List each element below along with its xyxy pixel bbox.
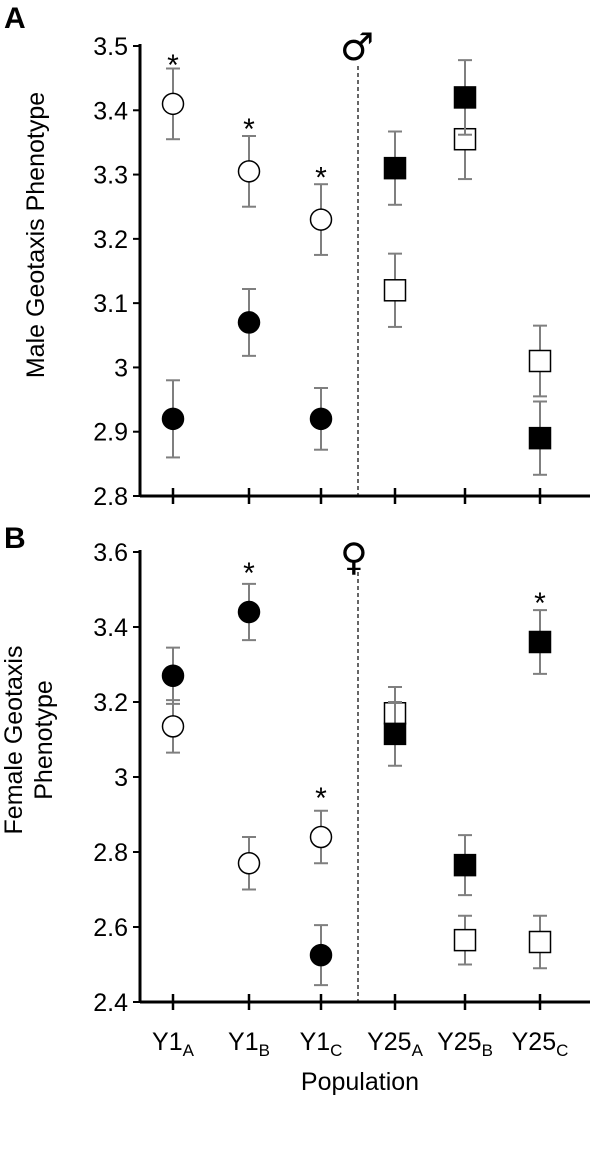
square-marker [453, 86, 477, 109]
y-tick-label: 3 [114, 354, 128, 382]
x-category-label: Y25B [437, 1028, 493, 1060]
y-tick-label: 3.5 [93, 33, 128, 61]
circle-marker [309, 407, 333, 431]
y-tick-label: 3.1 [93, 290, 128, 318]
square-marker [383, 279, 407, 302]
y-tick-label: 2.4 [93, 989, 128, 1017]
data-point-square-filled [383, 130, 407, 206]
y-tick-label: 3.3 [93, 162, 128, 190]
y-tick-label: 3.6 [93, 539, 128, 567]
x-axis-title: Population [301, 1068, 419, 1096]
male-symbol-icon: ♂ [340, 25, 374, 69]
panel-a-male: A ♂ Male Geotaxis Phenotype 2.8 2.9 3 3.1 3.… [4, 2, 590, 511]
data-point-square-filled [528, 400, 552, 476]
panel-b-female: B ♀ Female Geotaxis Phenotype 2.4 2.6 2.8 3… [0, 522, 590, 1096]
circle-marker [237, 311, 261, 334]
square-marker [528, 426, 552, 450]
y-tick-label: 3.2 [93, 689, 128, 717]
circle-marker [309, 825, 333, 849]
y-axis-title-female-line1: Female Geotaxis [0, 646, 28, 835]
square-marker [383, 156, 407, 180]
data-point-square-open [528, 324, 552, 398]
significance-asterisk: * [243, 557, 255, 590]
data-point-circle-open [237, 135, 261, 208]
significance-asterisk: * [243, 113, 255, 146]
y-axis-title-male: Male Geotaxis Phenotype [22, 92, 50, 378]
circle-marker [237, 600, 261, 624]
data-point-square-open [453, 914, 477, 966]
y-tick-label: 2.8 [93, 483, 128, 511]
data-point-circle-open [161, 699, 185, 754]
y-tick-label: 3 [114, 764, 128, 792]
y-tick-label: 3.4 [93, 614, 128, 642]
significance-asterisk: * [315, 161, 327, 194]
circle-marker [237, 160, 261, 183]
y-axis-title-female-line2: Phenotype [30, 680, 58, 800]
data-point-square-filled [528, 609, 552, 675]
square-marker [383, 722, 407, 746]
data-point-circle-open [309, 183, 333, 256]
data-point-circle-open [237, 836, 261, 891]
square-marker [528, 930, 552, 954]
data-point-circle-filled [161, 646, 185, 705]
data-point-circle-filled [309, 924, 333, 987]
data-point-circle-filled [237, 582, 261, 642]
circle-marker [237, 852, 261, 875]
data-point-circle-filled [309, 387, 333, 451]
data-point-circle-filled [237, 288, 261, 357]
data-point-circle-open [161, 67, 185, 141]
x-category-label: Y25C [512, 1028, 569, 1060]
y-tick-label: 2.9 [93, 419, 128, 447]
data-point-circle-filled [161, 379, 185, 459]
significance-asterisk: * [167, 49, 179, 82]
square-marker [528, 349, 552, 373]
panel-label-b: B [4, 522, 26, 555]
square-marker [528, 630, 552, 654]
circle-marker [309, 943, 333, 967]
y-tick-label: 2.6 [93, 914, 128, 942]
y-tick-label: 3.2 [93, 226, 128, 254]
data-point-square-open [528, 914, 552, 970]
y-tick-label: 3.4 [93, 97, 128, 125]
circle-marker [161, 715, 185, 738]
significance-asterisk: * [315, 782, 327, 815]
square-marker [453, 928, 477, 952]
significance-asterisk: * [534, 587, 546, 620]
circle-marker [161, 407, 185, 431]
data-point-square-filled [383, 701, 407, 767]
data-point-circle-open [309, 809, 333, 865]
circle-marker [309, 208, 333, 231]
x-category-label: Y1B [228, 1028, 270, 1060]
x-category-label: Y1C [300, 1028, 343, 1060]
panel-label-a: A [4, 2, 26, 35]
female-symbol-icon: ♀ [340, 535, 368, 579]
x-category-label: Y1A [152, 1028, 195, 1060]
circle-marker [161, 92, 185, 116]
y-tick-label: 2.8 [93, 839, 128, 867]
data-point-square-filled [453, 834, 477, 897]
circle-marker [161, 664, 185, 687]
data-point-square-filled [453, 59, 477, 136]
square-marker [453, 853, 477, 877]
x-category-label: Y25A [367, 1028, 423, 1060]
data-point-square-open [383, 252, 407, 328]
